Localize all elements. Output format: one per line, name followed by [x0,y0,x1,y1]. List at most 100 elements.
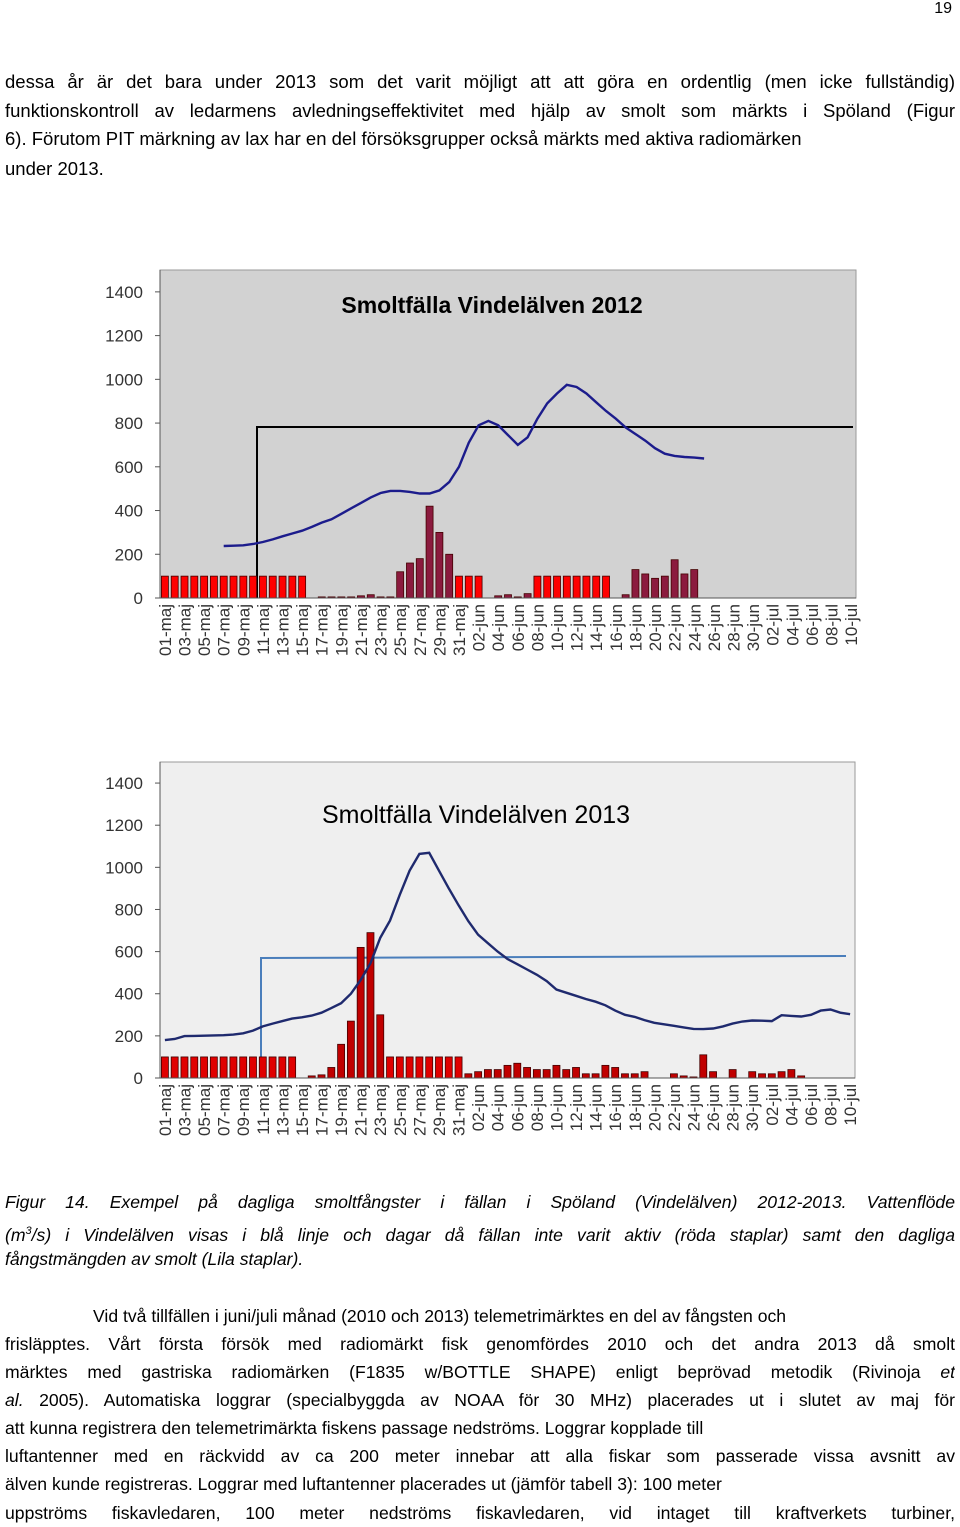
x-tick-label: 02-jul [763,1084,782,1126]
y-tick-label: 400 [115,985,143,1004]
bar [180,1056,189,1079]
x-tick-label: 31-maj [450,604,469,656]
y-tick-label: 1200 [105,816,143,835]
x-tick-label: 20-jun [646,604,665,651]
x-tick-label: 29-maj [430,1084,449,1136]
x-tick-label: 23-maj [371,1084,390,1136]
chart-title: Smoltfälla Vindelälven 2012 [341,292,642,318]
x-tick-label: 24-jun [685,604,704,651]
bar [258,1056,267,1079]
bar [445,553,454,599]
x-tick-label: 18-jun [626,1084,645,1131]
x-tick-label: 04-jul [782,1084,801,1126]
y-tick-label: 1000 [105,858,143,877]
text-line: under 2013. [5,158,104,179]
bar [699,1054,708,1079]
x-tick-label: 23-maj [372,604,391,656]
y-tick-label: 1200 [105,327,143,346]
bar [660,575,669,599]
x-tick-label: 27-maj [410,1084,429,1136]
bar [690,569,699,599]
x-tick-label: 14-jun [587,604,606,651]
x-tick-label: 27-maj [411,604,430,656]
x-tick-label: 07-maj [215,1084,234,1136]
bar [268,1056,277,1079]
bar [219,1056,228,1079]
bar [435,1056,443,1079]
bar [581,1073,590,1079]
x-tick-label: 07-maj [215,604,234,656]
bar [787,1069,796,1079]
bar [709,1071,717,1079]
bar [670,1073,678,1079]
bar [229,575,238,599]
x-tick-label: 13-maj [273,1084,292,1136]
x-tick-label: 12-jun [568,604,587,651]
trap-line [256,426,853,598]
x-tick-label: 26-jun [705,604,724,651]
flow-line [164,851,851,1042]
bar [278,1056,287,1079]
y-tick-label: 200 [115,545,143,564]
trap-line [260,955,847,1078]
bar [533,575,542,599]
bar [259,575,267,599]
bar [435,532,444,599]
x-tick-label: 06-jun [508,1084,527,1131]
x-tick-label: 02-jun [470,604,489,651]
bar [386,1056,394,1079]
bar [591,1073,600,1079]
bar [484,1069,492,1079]
bar [160,1056,169,1079]
bar [376,1014,385,1079]
bar [239,1056,248,1079]
x-tick-label: 10-jul [841,1084,860,1126]
x-tick-label: 08-jun [528,1084,547,1131]
bar [170,1056,179,1079]
superscript: 3 [25,1225,32,1237]
x-tick-label: 06-jul [802,1084,821,1126]
bar [602,575,610,599]
bar [680,573,689,599]
bar [513,1062,522,1079]
bar [631,569,640,599]
x-tick-label: 02-jun [469,1084,488,1131]
x-tick-label: 01-maj [156,1084,175,1136]
bar [180,575,189,599]
x-tick-label: 16-jun [606,1084,625,1131]
y-tick-label: 0 [134,1069,143,1088]
x-tick-label: 25-maj [391,604,410,656]
text-line: funktionskontroll av ledarmens avledning… [5,100,955,121]
bar [630,1073,639,1079]
x-tick-label: 04-jun [489,1084,508,1131]
bar [190,575,199,599]
x-tick-label: 13-maj [274,604,293,656]
caption-line: Figur 14. Exempel på dagliga smoltfångst… [5,1192,955,1212]
bar [767,1073,776,1079]
bar [425,1056,434,1079]
bar [474,1071,483,1079]
x-tick-label: 24-jun [684,1084,703,1131]
y-tick-label: 0 [134,589,143,608]
bar [592,575,601,599]
x-tick-label: 05-maj [195,604,214,656]
x-tick-label: 22-jun [665,1084,684,1131]
bar [582,575,591,599]
bar [337,1043,345,1079]
x-tick-label: 09-maj [234,604,253,656]
x-tick-label: 08-jul [822,604,841,646]
bar [268,575,277,599]
bar [728,1069,737,1079]
caption-text: (m [5,1224,26,1245]
page-number: 19 [934,0,952,17]
bar [543,575,552,599]
y-tick-label: 800 [115,900,143,919]
bar [748,1071,757,1079]
bar [327,1067,336,1079]
text-line: älven kunde registreras. Loggrar med luf… [5,1474,722,1494]
x-tick-label: 17-maj [313,1084,332,1136]
bar [415,558,424,599]
bar [406,562,414,599]
x-tick-label: 08-jun [528,604,547,651]
x-tick-label: 12-jun [567,1084,586,1131]
